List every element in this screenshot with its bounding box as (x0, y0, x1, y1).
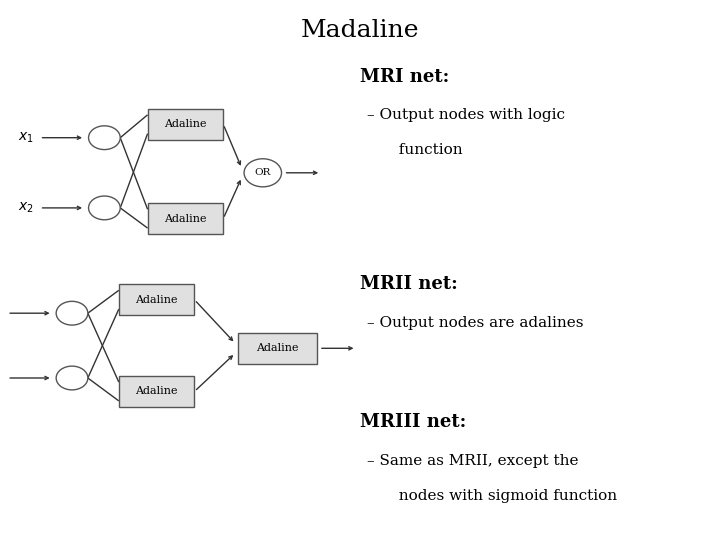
Text: MRII net:: MRII net: (360, 275, 458, 293)
Circle shape (244, 159, 282, 187)
Text: $x_2$: $x_2$ (18, 201, 34, 215)
FancyBboxPatch shape (148, 203, 223, 234)
Text: Madaline: Madaline (301, 19, 419, 42)
Text: OR: OR (255, 168, 271, 177)
Text: nodes with sigmoid function: nodes with sigmoid function (389, 489, 617, 503)
Text: Adaline: Adaline (164, 214, 207, 224)
Circle shape (89, 196, 120, 220)
Circle shape (56, 366, 88, 390)
Text: $x_1$: $x_1$ (18, 131, 34, 145)
Text: – Same as MRII, except the: – Same as MRII, except the (367, 454, 579, 468)
FancyBboxPatch shape (119, 376, 194, 407)
FancyBboxPatch shape (148, 109, 223, 140)
Circle shape (89, 126, 120, 150)
Text: function: function (389, 143, 462, 157)
FancyBboxPatch shape (119, 284, 194, 315)
FancyBboxPatch shape (238, 333, 317, 364)
Text: MRIII net:: MRIII net: (360, 413, 467, 431)
Text: MRI net:: MRI net: (360, 68, 449, 85)
Text: – Output nodes are adalines: – Output nodes are adalines (367, 316, 584, 330)
Text: Adaline: Adaline (164, 119, 207, 129)
Text: Adaline: Adaline (135, 387, 178, 396)
Text: Adaline: Adaline (135, 295, 178, 305)
Circle shape (56, 301, 88, 325)
Text: Adaline: Adaline (256, 343, 299, 353)
Text: – Output nodes with logic: – Output nodes with logic (367, 108, 565, 122)
